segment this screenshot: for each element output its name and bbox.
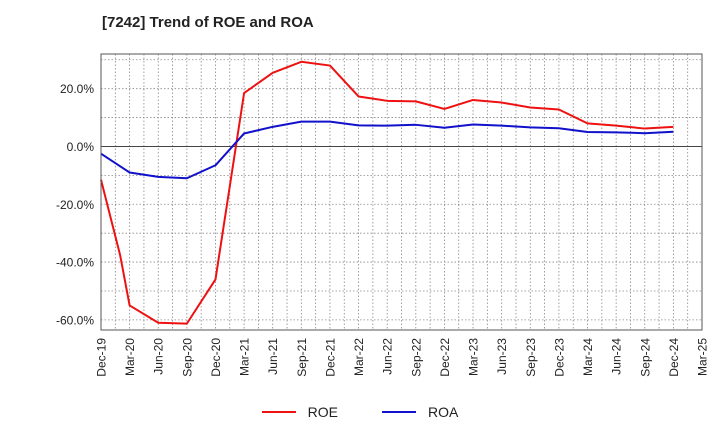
x-tick-label: Dec-20 bbox=[209, 338, 223, 377]
legend-label: ROA bbox=[428, 404, 459, 420]
x-tick-label: Jun-22 bbox=[381, 338, 395, 375]
x-tick-label: Mar-20 bbox=[123, 338, 137, 376]
series-line-roa bbox=[100, 120, 674, 180]
y-tick-label: -40.0% bbox=[56, 256, 94, 270]
legend-item-roa: ROA bbox=[382, 404, 458, 420]
series-line-roe bbox=[100, 60, 674, 325]
x-tick-label: Mar-24 bbox=[581, 338, 595, 376]
legend: ROE ROA bbox=[0, 404, 720, 420]
x-tick-label: Sep-20 bbox=[180, 338, 194, 377]
x-axis-tick-labels: Dec-19 Mar-20 Jun-20 Sep-20 Dec-20 Mar-21 Jun-… bbox=[95, 338, 710, 377]
x-tick-label: Sep-24 bbox=[638, 338, 652, 377]
legend-swatch bbox=[261, 411, 296, 413]
legend-item-roe: ROE bbox=[261, 404, 338, 420]
x-tick-label: Dec-21 bbox=[323, 338, 337, 377]
x-tick-label: Jun-23 bbox=[495, 338, 509, 375]
x-tick-label: Jun-21 bbox=[266, 338, 280, 375]
chart-title: [7242] Trend of ROE and ROA bbox=[102, 14, 314, 31]
x-tick-label: Sep-22 bbox=[409, 338, 423, 377]
y-axis-tick-labels: 20.0% 0.0% -20.0% -40.0% -60.0% bbox=[56, 82, 94, 327]
x-tick-label: Dec-24 bbox=[667, 338, 681, 377]
y-tick-label: -20.0% bbox=[56, 198, 94, 212]
x-tick-label: Dec-22 bbox=[438, 338, 452, 377]
x-tick-label: Jun-20 bbox=[152, 338, 166, 375]
legend-swatch bbox=[382, 411, 416, 413]
y-tick-label: 20.0% bbox=[60, 82, 94, 96]
x-tick-label: Sep-23 bbox=[524, 338, 538, 377]
legend-label: ROE bbox=[307, 404, 338, 420]
y-tick-label: -60.0% bbox=[56, 313, 94, 327]
plot-frame bbox=[100, 53, 703, 331]
x-tick-label: Mar-21 bbox=[238, 338, 252, 376]
x-tick-label: Dec-23 bbox=[552, 338, 566, 377]
y-tick-label: 0.0% bbox=[67, 140, 95, 154]
x-tick-label: Mar-22 bbox=[352, 338, 366, 376]
horizontal-gridlines bbox=[101, 59, 702, 321]
x-tick-label: Dec-19 bbox=[95, 338, 109, 377]
x-tick-label: Sep-21 bbox=[295, 338, 309, 377]
x-tick-label: Mar-23 bbox=[467, 338, 481, 376]
x-tick-label: Mar-25 bbox=[696, 338, 710, 376]
series-layer bbox=[100, 60, 674, 325]
x-tick-label: Jun-24 bbox=[610, 338, 624, 375]
